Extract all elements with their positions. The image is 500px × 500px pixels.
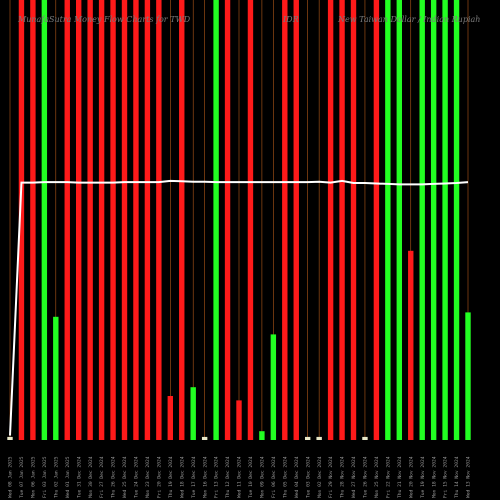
bar-down (247, 0, 254, 440)
x-tick-label: Mon 30 Dec 2024 (88, 456, 94, 498)
x-tick-label: Mon 25 Nov 2024 (374, 456, 380, 498)
chart-title-part-1: MunafaSutra Money Flow Charts for TWD (17, 15, 191, 24)
bar-up (453, 0, 460, 440)
x-tick-label: Tue 03 Dec 2024 (305, 456, 311, 498)
bar-up (396, 0, 402, 440)
x-tick-label: Tue 19 Nov 2024 (420, 456, 426, 498)
price-line (9, 179, 469, 436)
bar-down (167, 396, 173, 440)
x-tick-label: Wed 27 Nov 2024 (351, 456, 357, 498)
bar-down (121, 0, 128, 440)
x-tick-label: Thu 19 Dec 2024 (168, 456, 174, 498)
bar-down (64, 0, 70, 440)
bar-down (133, 0, 139, 440)
chart-title-part-2: IDR (282, 15, 299, 24)
bar-down (327, 0, 334, 440)
x-tick-label: Wed 08 Jan 2025 (8, 456, 14, 498)
x-tick-label: Thu 14 Nov 2024 (454, 456, 460, 498)
bar-down (156, 0, 162, 440)
bar-down (408, 250, 414, 440)
x-tick-label: Thu 26 Dec 2024 (111, 456, 117, 498)
x-tick-label: Wed 01 Jan 2025 (65, 456, 71, 498)
bar-up (201, 436, 208, 440)
x-tick-label: Fri 22 Nov 2024 (385, 456, 391, 498)
bar-up (213, 0, 219, 440)
x-tick-label: Fri 27 Dec 2024 (99, 456, 105, 498)
bar-down (87, 0, 93, 440)
x-tick-label: Mon 09 Dec 2024 (260, 456, 266, 498)
x-tick-label: Fri 29 Nov 2024 (328, 456, 334, 498)
x-tick-label: Mon 06 Jan 2025 (31, 456, 37, 498)
x-tick-label: Tue 17 Dec 2024 (191, 456, 197, 498)
x-tick-label: Wed 13 Nov 2024 (466, 456, 472, 498)
bar-down (373, 0, 380, 440)
x-tick-label: Thu 05 Dec 2024 (282, 456, 288, 498)
x-tick-labels: Wed 08 Jan 2025 Tue 07 Jan 2025 Mon 06 Jan… (8, 456, 472, 498)
bar-up (7, 436, 13, 440)
bar-up (190, 387, 196, 440)
bar-up (442, 0, 448, 440)
x-tick-label: Tue 07 Jan 2025 (19, 456, 25, 498)
bar-down (179, 0, 185, 440)
bars-group (7, 0, 471, 440)
bar-up (259, 431, 265, 440)
x-tick-label: Thu 12 Dec 2024 (225, 456, 231, 498)
x-tick-label: Tue 24 Dec 2024 (134, 456, 140, 498)
bar-down (30, 0, 36, 440)
bar-up (362, 436, 368, 440)
bar-down (350, 0, 357, 440)
bar-up (41, 0, 48, 440)
x-tick-label: Mon 18 Nov 2024 (431, 456, 437, 498)
bar-up (385, 0, 391, 440)
x-tick-label: Mon 23 Dec 2024 (145, 456, 151, 498)
bar-down (282, 0, 288, 440)
x-tick-label: Wed 18 Dec 2024 (179, 456, 185, 498)
x-tick-label: Wed 04 Dec 2024 (294, 456, 300, 498)
x-tick-label: Mon 02 Dec 2024 (317, 456, 323, 498)
x-tick-label: Wed 20 Nov 2024 (408, 456, 414, 498)
x-tick-label: Fri 13 Dec 2024 (214, 456, 220, 498)
chart-title-part-3: New Taiwan Dollar / Indian Rupiah (337, 15, 480, 24)
x-tick-label: Fri 03 Jan 2025 (42, 456, 48, 498)
bar-up (305, 436, 311, 440)
bar-down (18, 0, 25, 440)
bar-up (419, 0, 425, 440)
x-tick-label: Wed 11 Dec 2024 (237, 456, 243, 498)
x-tick-label: Fri 06 Dec 2024 (271, 456, 277, 498)
bar-down (144, 0, 151, 440)
bar-down (293, 0, 299, 440)
bar-up (53, 316, 59, 440)
bar-down (76, 0, 82, 440)
bar-up (316, 436, 322, 440)
bar-down (98, 0, 105, 440)
x-tick-label: Thu 28 Nov 2024 (340, 456, 346, 498)
x-tick-label: Tue 31 Dec 2024 (76, 456, 82, 498)
x-tick-label: Wed 25 Dec 2024 (122, 456, 128, 498)
bar-up (465, 312, 471, 440)
bar-up (270, 334, 277, 440)
x-tick-label: Thu 21 Nov 2024 (397, 456, 403, 498)
x-tick-label: Tue 10 Dec 2024 (248, 456, 254, 498)
x-tick-label: Fri 15 Nov 2024 (443, 456, 449, 498)
x-tick-label: Thu 02 Jan 2025 (53, 456, 59, 498)
x-tick-label: Tue 26 Nov 2024 (363, 456, 369, 498)
bar-down (224, 0, 231, 440)
bar-down (236, 400, 242, 440)
x-tick-label: Mon 16 Dec 2024 (202, 456, 208, 498)
x-tick-label: Fri 20 Dec 2024 (156, 456, 162, 498)
bar-down (339, 0, 345, 440)
bar-down (110, 0, 116, 440)
bar-up (430, 0, 437, 440)
